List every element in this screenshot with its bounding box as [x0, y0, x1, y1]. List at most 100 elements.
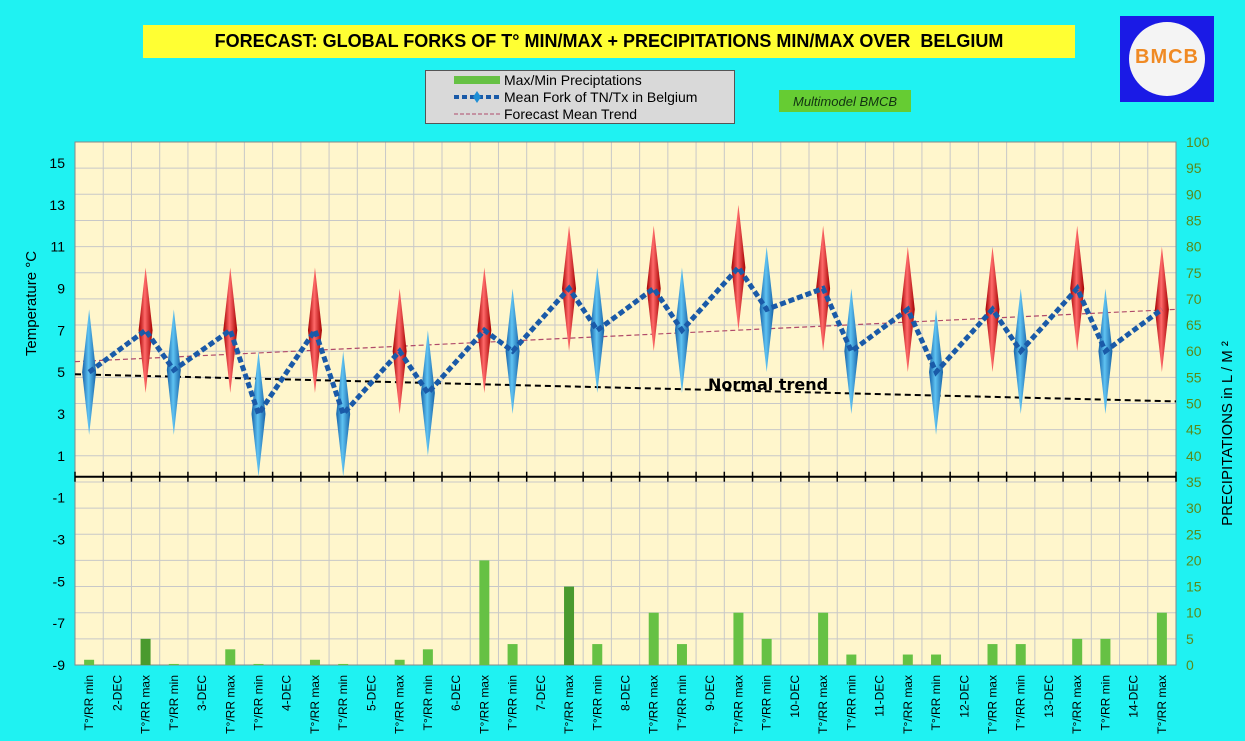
precip-bar [1100, 638, 1111, 665]
logo-emblem: BMCB [1129, 22, 1205, 96]
left-axis-tick-label: 15 [49, 155, 65, 171]
x-axis-label: 3-DEC [195, 675, 209, 711]
right-axis-tick-label: 85 [1186, 212, 1202, 228]
model-tag: Multimodel BMCB [779, 90, 911, 112]
precip-bar [1156, 612, 1167, 665]
precip-bar [84, 659, 95, 665]
left-axis-tick-label: 1 [57, 448, 65, 464]
precip-bar [140, 638, 151, 665]
x-axis-labels: T°/RR min 2-DEC T°/RR max T°/RR min 3-DEC T°/… [82, 675, 1169, 734]
precip-bar [168, 663, 179, 665]
precip-bar [479, 560, 490, 665]
x-axis-label: T°/RR max [308, 675, 322, 734]
precip-bar [846, 654, 857, 665]
trend-line-icon [426, 106, 500, 122]
x-axis-label: T°/RR max [139, 675, 153, 734]
x-axis-label: T°/RR max [223, 675, 237, 734]
x-axis-label: T°/RR min [929, 675, 943, 730]
min-temp-marker [590, 267, 605, 394]
right-axis-tick-label: 70 [1186, 291, 1202, 307]
min-temp-marker [844, 288, 859, 414]
left-axis-tick-label: 13 [49, 197, 65, 213]
x-axis-label: T°/RR max [731, 675, 745, 734]
grid-lines [74, 141, 1177, 666]
x-axis-label: T°/RR min [421, 675, 435, 730]
left-axis-tick-label: -1 [53, 490, 66, 506]
x-axis-label: 2-DEC [110, 675, 124, 711]
right-axis-tick-label: 45 [1186, 422, 1202, 438]
precip-bar [1015, 644, 1026, 665]
x-axis-label: 13-DEC [1042, 675, 1056, 718]
precip-bar [253, 663, 264, 665]
right-axis-tick-label: 100 [1186, 134, 1210, 150]
left-axis-title: Temperature °C [23, 251, 40, 356]
max-temp-marker [307, 267, 322, 394]
x-axis-label: T°/RR max [1070, 675, 1084, 734]
right-axis-tick-label: 90 [1186, 186, 1202, 202]
min-temp-marker [420, 330, 435, 456]
x-axis-label: 9-DEC [703, 675, 717, 711]
x-axis-label: T°/RR min [760, 675, 774, 730]
left-axis-tick-label: 11 [50, 239, 65, 255]
right-axis-tick-label: 75 [1186, 265, 1202, 281]
x-axis-label: T°/RR max [986, 675, 1000, 734]
legend-label-mean-fork: Mean Fork of TN/Tx in Belgium [504, 89, 698, 105]
mean-fork-line-icon [426, 89, 500, 105]
left-axis-tick-label: 5 [57, 364, 65, 380]
x-axis-label: T°/RR max [562, 675, 576, 734]
max-temp-marker [138, 267, 153, 394]
x-axis-label: T°/RR max [477, 675, 491, 734]
legend-label-precip: Max/Min Preciptations [504, 72, 642, 88]
x-axis-label: T°/RR min [1014, 675, 1028, 730]
right-axis-tick-label: 80 [1186, 239, 1202, 255]
right-axis-tick-label: 10 [1186, 605, 1202, 621]
x-axis-label: T°/RR max [647, 675, 661, 734]
x-axis-label: 12-DEC [957, 675, 971, 718]
legend-label-trend: Forecast Mean Trend [504, 106, 638, 122]
right-axis-ticks: 0 5 10 15 20 25 30 35 40 45 50 55 60 65 70 75 80 85 90 95 10… [1186, 134, 1210, 673]
x-axis-label: T°/RR min [590, 675, 604, 730]
right-axis-tick-label: 50 [1186, 396, 1202, 412]
right-axis-tick-label: 40 [1186, 448, 1202, 464]
x-axis-label: 5-DEC [364, 675, 378, 711]
x-axis-label: T°/RR min [675, 675, 689, 730]
logo-text: BMCB [1135, 46, 1199, 68]
max-temp-marker [731, 204, 746, 331]
x-axis-label: T°/RR min [336, 675, 350, 730]
max-temp-marker [646, 225, 661, 352]
legend-item-mean-fork: Mean Fork of TN/Tx in Belgium [426, 89, 697, 105]
x-axis-label: 6-DEC [449, 675, 463, 711]
x-axis-label: 10-DEC [788, 675, 802, 718]
right-axis-tick-label: 55 [1186, 369, 1202, 385]
right-axis-tick-label: 95 [1186, 160, 1202, 176]
left-axis-tick-label: 7 [57, 322, 65, 338]
precip-bar [902, 654, 913, 665]
x-axis-label: T°/RR max [901, 675, 915, 734]
precip-bar [422, 649, 433, 665]
x-axis-label: T°/RR min [82, 675, 96, 730]
right-axis-tick-label: 25 [1186, 526, 1202, 542]
normal-trend-label: Normal trend [708, 375, 828, 394]
left-axis-tick-label: -3 [53, 531, 66, 547]
left-axis-tick-label: -7 [53, 615, 66, 631]
bmcb-logo: BMCB [1120, 16, 1214, 102]
precip-bar [648, 612, 659, 665]
left-axis-tick-label: -5 [53, 573, 66, 589]
left-axis-tick-label: -9 [53, 657, 66, 673]
precip-bar [592, 644, 603, 665]
x-axis-label: T°/RR max [1155, 675, 1169, 734]
x-axis-label: T°/RR min [844, 675, 858, 730]
right-axis-tick-label: 35 [1186, 474, 1202, 490]
x-axis-label: 8-DEC [619, 675, 633, 711]
max-temp-marker [223, 267, 238, 394]
x-axis-label: 14-DEC [1127, 675, 1141, 718]
plot-border [74, 141, 1177, 666]
precip-bar-icon [426, 72, 500, 88]
precip-bar [987, 644, 998, 665]
chart-legend: Max/Min Preciptations Mean Fork of TN/Tx… [425, 70, 735, 124]
precip-bar [931, 654, 942, 665]
x-axis-label: T°/RR min [1098, 675, 1112, 730]
